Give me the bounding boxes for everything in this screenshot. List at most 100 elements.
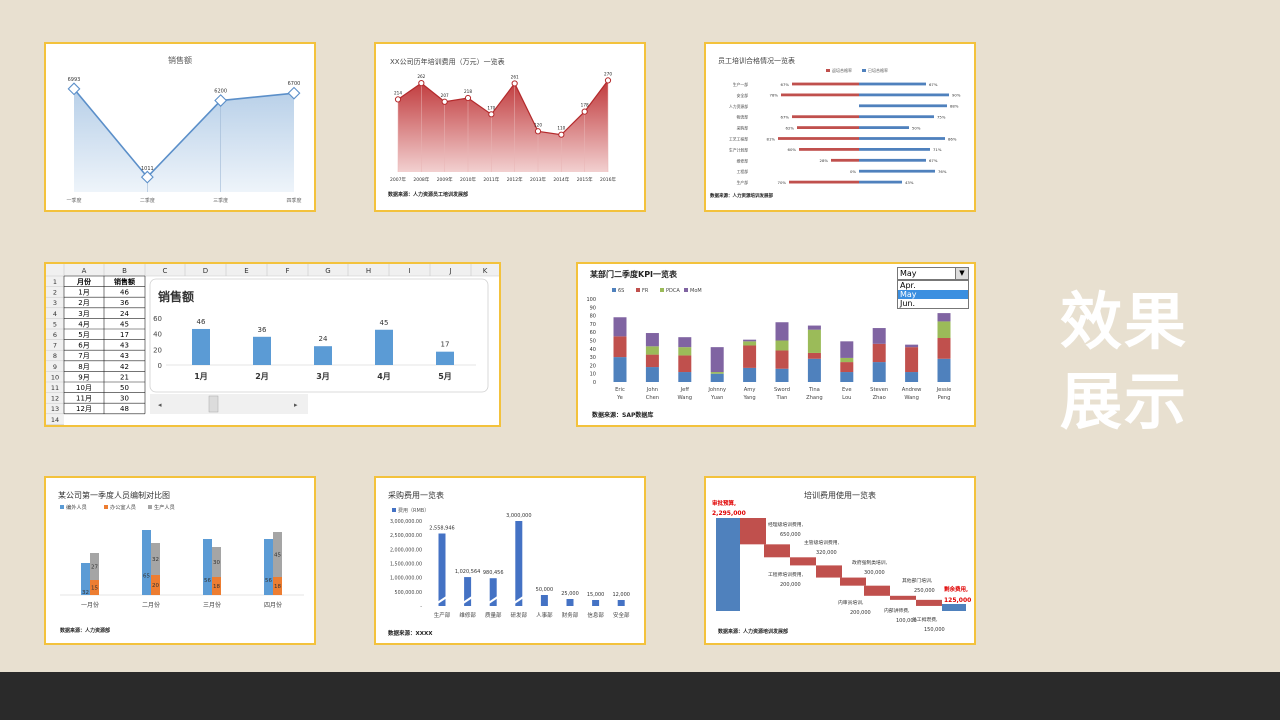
- cost-x-tick: 2012年: [507, 176, 523, 183]
- kpi-bar-segment: [613, 336, 627, 358]
- staff-bar-office: [151, 575, 160, 595]
- cost-point: [511, 80, 518, 87]
- sheet-chart-bar: [253, 336, 271, 365]
- cost-data-label: 178: [581, 103, 589, 108]
- purchase-data-label: 3,000,000: [506, 513, 531, 519]
- waterfall-step-bar: [890, 595, 916, 600]
- kpi-bar-segment: [840, 372, 854, 382]
- sheet-cell-value: 45: [120, 320, 129, 328]
- legend-swatch-done: [862, 69, 866, 72]
- month-dropdown[interactable]: May ▼ Apr. May Jun.: [897, 267, 969, 309]
- month-option-apr[interactable]: Apr.: [900, 281, 916, 290]
- waterfall-source: 数据来源：人力资源培训发展部: [718, 628, 788, 635]
- pass-y-tick: 工程部: [737, 169, 749, 174]
- waterfall-step-label: 工程师培训费用,: [768, 571, 804, 578]
- sheet-row-header: 6: [53, 331, 57, 339]
- kpi-bar-segment: [937, 358, 951, 382]
- waterfall-step-value: 200,000: [780, 582, 801, 588]
- pass-label-done: 67%: [929, 158, 938, 163]
- month-select[interactable]: May ▼: [897, 267, 969, 280]
- kpi-bar-segment: [645, 333, 659, 347]
- cost-x-tick: 2014年: [553, 176, 569, 183]
- legend-return: 返培合格率: [832, 67, 852, 73]
- pass-label-done: 71%: [933, 147, 942, 152]
- purchase-bar: [515, 521, 523, 606]
- bottom-bar: [0, 672, 1280, 720]
- staff-label-office: 20: [152, 583, 159, 589]
- sheet-cell-month: 4月: [78, 320, 89, 328]
- cost-x-tick: 2013年: [530, 176, 546, 183]
- waterfall-card[interactable]: 培训费用使用一览表 数据来源：人力资源培训发展部 审批预算, 2,295,000 经…: [704, 476, 976, 645]
- waterfall-budget-value: 2,295,000: [712, 510, 746, 517]
- sheet-row-header: 11: [51, 384, 59, 392]
- sales-data-label: 6993: [68, 77, 81, 83]
- kpi-legend-swatch: [636, 288, 640, 292]
- staff-bar-office: [273, 577, 282, 595]
- sales-data-label: 6700: [288, 81, 301, 87]
- kpi-bar-segment: [678, 372, 692, 382]
- sheet-cell-value: 24: [120, 310, 129, 318]
- training-pass-source: 数据来源：人力资源培训发展部: [710, 192, 773, 199]
- sales-data-label: 6200: [214, 89, 227, 95]
- kpi-bar-segment: [678, 355, 692, 373]
- sales-point: [214, 94, 228, 107]
- sheet-row-header: 14: [51, 416, 59, 424]
- sheet-row-header-bg: [46, 264, 64, 425]
- sheet-cell-month: 8月: [78, 363, 89, 371]
- showcase-line-2: 展示: [1060, 365, 1189, 438]
- kpi-bar-segment: [678, 337, 692, 348]
- kpi-x-tick-first: John: [646, 387, 658, 393]
- sheet-cell-month: 3月: [78, 310, 89, 318]
- sheet-col-header: E: [244, 267, 248, 275]
- spreadsheet-card[interactable]: A B C D E F G H I J K 1 2 3 4 5 6 7 8 9 10 11 12 13 14 月份 销售额 1月 46 2…: [44, 262, 501, 427]
- staffing-card[interactable]: 某公司第一季度人员编制对比图 数据来源：人力资源部 编外人员 办公室人员 生产人员 3…: [44, 476, 316, 645]
- sheet-chart-x-tick: 4月: [377, 372, 391, 381]
- waterfall-step-value: 200,000: [850, 610, 871, 616]
- month-option-jun[interactable]: Jun.: [900, 299, 916, 308]
- staff-label-production: 32: [152, 557, 159, 563]
- kpi-bar-segment: [840, 341, 854, 358]
- sheet-cell-month: 2月: [78, 299, 89, 307]
- waterfall-step-value: 100,000: [896, 618, 917, 624]
- sales-point: [67, 82, 81, 96]
- chevron-down-icon[interactable]: ▼: [955, 268, 968, 279]
- staff-bar-production: [273, 532, 282, 577]
- pass-label-return: 81%: [767, 136, 776, 141]
- purchase-data-label: 12,000: [612, 592, 630, 598]
- sheet-col-header: I: [408, 267, 410, 275]
- pass-label-return: 67%: [781, 82, 790, 87]
- sales-line-card[interactable]: 销售额 6993 一季度 1011 二季度 6200 三季度 6700 四季度: [44, 42, 316, 212]
- sheet-chart-data-label: 46: [197, 318, 206, 326]
- purchase-x-tick: 人事部: [536, 611, 553, 619]
- training-pass-card[interactable]: 员工培训合格情况一览表 返培合格率 已培合格率 数据来源：人力资源培训发展部 生…: [704, 42, 976, 212]
- training-cost-card[interactable]: XX公司历年培训费用（万元）一览表 数据来源：人力资源员工培训发展部 214 20…: [374, 42, 646, 212]
- month-option-may[interactable]: May: [898, 290, 968, 299]
- staff-bar-production: [90, 553, 99, 580]
- sheet-cell-month: 9月: [78, 373, 89, 381]
- sheet-cell-month: 7月: [78, 352, 89, 360]
- pass-label-return: 67%: [781, 115, 790, 120]
- sheet-row-header: 13: [51, 405, 59, 413]
- kpi-legend-label: PDCA: [666, 288, 680, 294]
- sheet-col-header-bg: [46, 264, 499, 276]
- training-cost-source: 数据来源：人力资源员工培训发展部: [388, 191, 468, 198]
- pass-label-return: 78%: [770, 93, 779, 98]
- sheet-chart-x-tick: 2月: [255, 372, 269, 381]
- kpi-bar-segment: [743, 341, 757, 346]
- kpi-x-tick-last: Yuan: [710, 395, 723, 401]
- kpi-x-tick-first: Sword: [774, 387, 790, 393]
- kpi-bar-segment: [840, 362, 854, 373]
- kpi-x-tick-first: Amy: [744, 387, 756, 393]
- purchase-card[interactable]: 采购费用一览表 费用（RMB） 数据来源：XXXX 3,000,000.00 2,…: [374, 476, 646, 645]
- pass-bar-done: [859, 137, 945, 140]
- pass-bar-return: [781, 93, 859, 97]
- staff-label-office: 18: [213, 584, 220, 590]
- sheet-cell-value: 17: [120, 331, 129, 339]
- sheet-table-header: 月份: [76, 277, 92, 286]
- sheet-cell-month: 10月: [76, 384, 92, 392]
- kpi-bar-segment: [645, 346, 659, 355]
- kpi-bar-segment: [807, 352, 821, 359]
- kpi-x-tick-first: Johnny: [707, 387, 726, 393]
- waterfall-remaining-bar: [942, 604, 966, 611]
- kpi-y-tick: 0: [593, 380, 596, 386]
